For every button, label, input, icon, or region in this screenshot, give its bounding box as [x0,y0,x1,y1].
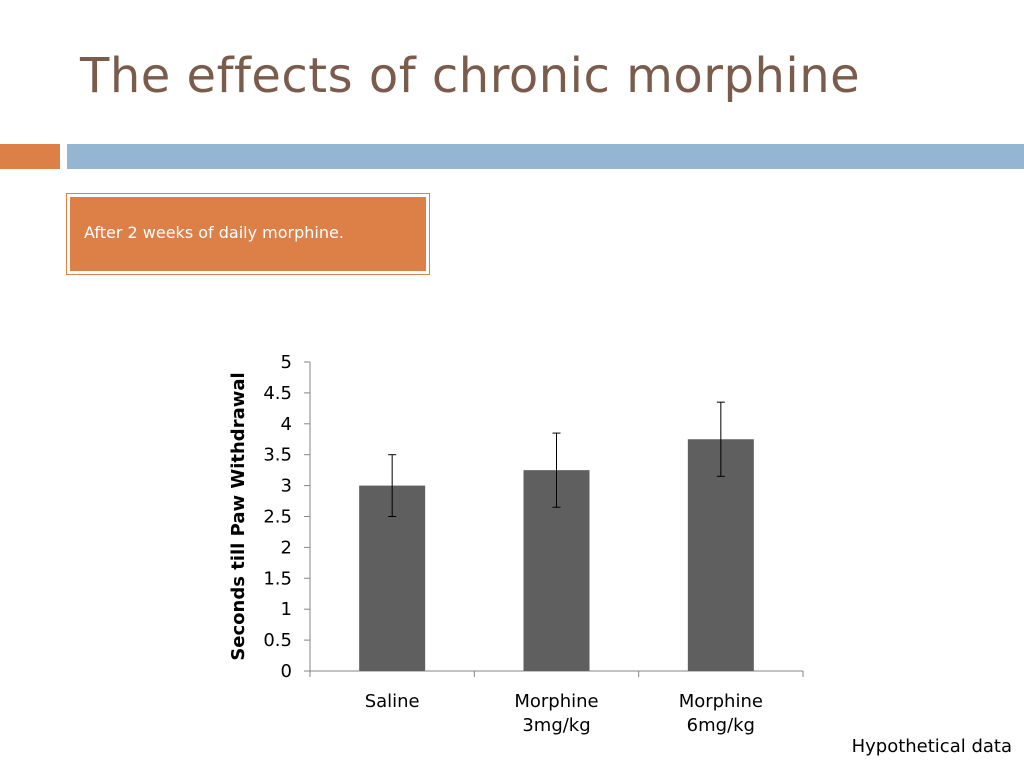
footnote: Hypothetical data [851,736,1012,757]
header-accent-blue [67,144,1024,169]
y-tick-label: 0.5 [263,630,292,651]
callout-fill: After 2 weeks of daily morphine. [70,197,426,271]
y-tick-label: 1.5 [263,568,292,589]
y-axis-label: Seconds till Paw Withdrawal [228,372,249,660]
callout-text: After 2 weeks of daily morphine. [84,223,344,242]
y-tick-label: 4 [281,414,292,435]
y-tick-label: 0 [281,661,292,682]
slide-title: The effects of chronic morphine [80,48,861,104]
callout-box: After 2 weeks of daily morphine. [66,193,430,275]
y-tick-label: 2 [281,537,292,558]
x-category-label: Morphine [679,691,763,712]
y-tick-label: 1 [281,599,292,620]
y-tick-label: 3 [281,476,292,497]
x-category-label: 6mg/kg [687,715,755,736]
x-category-label: Saline [365,691,420,712]
x-category-label: 3mg/kg [522,715,590,736]
y-tick-label: 5 [281,352,292,373]
x-category-label: Morphine [514,691,598,712]
y-tick-label: 3.5 [263,445,292,466]
header-accent-orange [0,144,60,169]
bar [687,439,754,671]
y-tick-label: 2.5 [263,507,292,528]
y-tick-label: 4.5 [263,383,292,404]
